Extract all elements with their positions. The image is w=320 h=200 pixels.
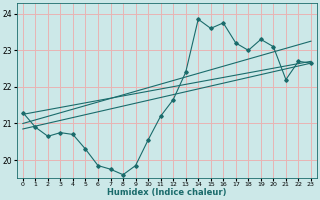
X-axis label: Humidex (Indice chaleur): Humidex (Indice chaleur) [107,188,227,197]
